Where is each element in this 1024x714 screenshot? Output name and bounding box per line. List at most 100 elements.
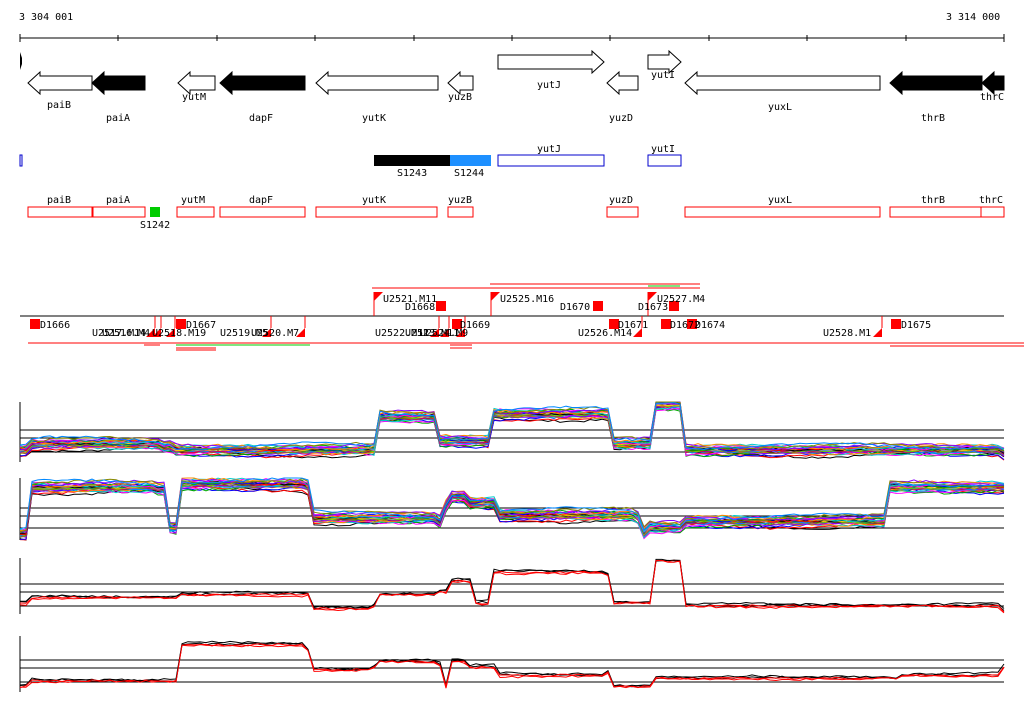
feature-flag[interactable] [648, 292, 657, 301]
feature-box[interactable] [661, 319, 671, 329]
gene-label-yutJ: yutJ [537, 80, 561, 91]
gene-arrow-yutK[interactable] [315, 70, 439, 96]
red-gene-label-yuzB: yuzB [448, 195, 472, 206]
gene-arrow-yutM[interactable] [177, 70, 216, 96]
feature-box[interactable] [609, 319, 619, 329]
feature-box[interactable] [436, 301, 446, 311]
segment-label: yutJ [537, 144, 561, 155]
red-gene-label-dapF: dapF [249, 195, 273, 206]
start-coordinate: 3 304 001 [19, 12, 74, 23]
feature-label: U2517.M14 [92, 328, 146, 339]
feature-flag[interactable] [152, 328, 161, 337]
gene-arrow-yutI[interactable] [647, 49, 682, 75]
segment-S1244[interactable] [450, 155, 491, 166]
gene-arrow-paiA[interactable] [91, 70, 146, 96]
expression-trace [19, 477, 1005, 532]
feature-label: D1666 [40, 320, 70, 331]
partial-gene-left [20, 52, 22, 70]
gene-arrow-yuxL[interactable] [684, 70, 881, 96]
feature-box[interactable] [687, 319, 697, 329]
feature-flag[interactable] [146, 328, 155, 337]
gene-label-dapF: dapF [249, 113, 273, 124]
feature-label: D1668 [405, 302, 435, 313]
gene-label-yuxL: yuxL [768, 102, 792, 113]
segment-label: yutI [651, 144, 675, 155]
red-gene-label-thrB: thrB [921, 195, 945, 206]
feature-label: D1670 [560, 302, 590, 313]
feature-label: D1672 [670, 320, 700, 331]
red-gene-box-yuxL[interactable] [684, 206, 881, 218]
red-gene-box-paiB[interactable] [27, 206, 93, 218]
feature-label: U2524.M9 [420, 328, 468, 339]
feature-flag[interactable] [456, 328, 465, 337]
red-gene-box-dapF[interactable] [219, 206, 306, 218]
gene-label-yutM: yutM [182, 92, 206, 103]
feature-label: U2516.M4 [102, 328, 150, 339]
feature-label: U2519.M5 [220, 328, 268, 339]
gene-label-yutK: yutK [362, 113, 386, 124]
expression-panel-2[interactable] [19, 477, 1005, 541]
red-gene-box-yutK[interactable] [315, 206, 438, 218]
expression-trace [20, 558, 1005, 610]
feature-flag[interactable] [374, 292, 383, 301]
gene-arrow-yuzB[interactable] [447, 70, 474, 96]
gene-label-paiB: paiB [47, 100, 71, 111]
red-gene-box-paiA[interactable] [92, 206, 146, 218]
red-gene-box-thrC[interactable] [980, 206, 1005, 218]
gene-arrow-yuzD[interactable] [606, 70, 639, 96]
gene-label-yuzB: yuzB [448, 92, 472, 103]
gene-arrow-thrC[interactable] [981, 70, 1005, 96]
feature-label: U2522.M11 [375, 328, 429, 339]
feature-box[interactable] [30, 319, 40, 329]
feature-label: U2521.M11 [383, 294, 437, 305]
gene-label-thrC: thrC [980, 92, 1004, 103]
feature-flag[interactable] [166, 328, 175, 337]
red-gene-box-thrB[interactable] [889, 206, 982, 218]
segment-S1243[interactable] [374, 155, 450, 166]
expression-trace [19, 402, 1005, 451]
gene-arrow-yutJ[interactable] [497, 49, 605, 75]
feature-box[interactable] [452, 319, 462, 329]
expression-panel-3[interactable] [19, 558, 1005, 614]
feature-flag[interactable] [430, 328, 439, 337]
expression-trace [19, 478, 1005, 533]
gene-arrow-paiB[interactable] [27, 70, 93, 96]
expression-panel-4[interactable] [19, 636, 1005, 692]
segment-label: S1243 [397, 168, 427, 179]
red-gene-box-yuzB[interactable] [447, 206, 474, 218]
red-gene-label-yutM: yutM [181, 195, 205, 206]
feature-box[interactable] [891, 319, 901, 329]
segment-track: S1243 S1244 yutJ yutI [19, 144, 682, 179]
expression-panel-1[interactable] [19, 401, 1005, 462]
red-gene-label-paiB: paiB [47, 195, 71, 206]
feature-flag[interactable] [296, 328, 305, 337]
red-gene-box-yuzD[interactable] [606, 206, 639, 218]
feature-label: D1667 [186, 320, 216, 331]
red-gene-box-yutM[interactable] [176, 206, 215, 218]
segment-yutI[interactable] [647, 154, 682, 167]
feature-flag[interactable] [633, 328, 642, 337]
gene-arrow-dapF[interactable] [219, 70, 306, 96]
gene-label-yuzD: yuzD [609, 113, 633, 124]
feature-flag[interactable] [873, 328, 882, 337]
feature-box[interactable] [593, 301, 603, 311]
probe-marker[interactable] [150, 207, 160, 217]
red-gene-label-yuxL: yuxL [768, 195, 792, 206]
segment-yutJ[interactable] [497, 154, 605, 167]
feature-flag[interactable] [262, 328, 271, 337]
feature-label: D1674 [695, 320, 725, 331]
red-gene-label-paiA: paiA [106, 195, 130, 206]
feature-box[interactable] [669, 301, 679, 311]
probe-label: S1242 [140, 220, 170, 231]
feature-flag[interactable] [440, 328, 449, 337]
feature-flag[interactable] [491, 292, 500, 301]
expression-trace [19, 484, 1005, 539]
gene-arrow-thrB[interactable] [889, 70, 983, 96]
feature-box[interactable] [176, 319, 186, 329]
red-gene-label-yutK: yutK [362, 195, 386, 206]
coordinate-ruler [19, 34, 1005, 42]
feature-label: U2523.M11 [405, 328, 459, 339]
